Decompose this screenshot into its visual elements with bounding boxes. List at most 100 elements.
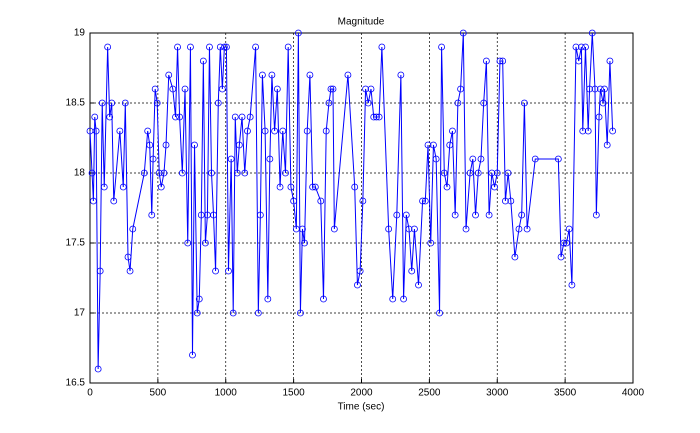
data-marker: [507, 197, 515, 205]
data-marker: [287, 183, 295, 191]
data-marker: [443, 183, 451, 191]
data-marker: [454, 99, 462, 107]
data-marker: [273, 85, 281, 93]
data-marker: [515, 225, 523, 233]
data-marker: [106, 113, 114, 121]
data-marker: [276, 183, 284, 191]
x-tick-label: 3500: [554, 388, 577, 399]
data-marker: [206, 43, 213, 51]
data-marker: [518, 211, 526, 219]
data-marker: [606, 57, 614, 65]
data-marker: [359, 197, 367, 205]
data-marker: [362, 85, 369, 93]
data-marker: [140, 169, 148, 177]
data-marker: [144, 127, 152, 135]
data-marker: [259, 71, 266, 79]
x-tick-label: 0: [87, 388, 93, 399]
x-tick-label: 500: [150, 388, 167, 399]
data-marker: [472, 211, 479, 219]
data-marker: [246, 113, 254, 121]
data-marker: [96, 267, 104, 275]
data-marker: [430, 141, 437, 149]
data-marker: [329, 85, 337, 93]
data-line: [89, 32, 614, 370]
data-marker: [480, 99, 488, 107]
data-marker: [220, 43, 228, 51]
data-marker: [261, 127, 269, 135]
data-marker: [599, 99, 607, 107]
data-marker: [462, 225, 470, 233]
data-marker: [402, 211, 410, 219]
data-marker: [603, 141, 611, 149]
data-marker: [271, 127, 279, 135]
y-tick-label: 17: [74, 308, 86, 319]
data-marker: [279, 127, 287, 135]
data-marker: [601, 85, 608, 93]
data-marker: [485, 211, 493, 219]
data-marker: [419, 197, 426, 205]
data-marker: [148, 211, 156, 219]
data-marker: [415, 281, 422, 289]
x-tick-label: 3000: [486, 388, 509, 399]
data-marker: [160, 169, 168, 177]
data-marker: [104, 43, 112, 51]
data-marker: [172, 113, 179, 121]
data-marker: [157, 183, 165, 191]
data-marker: [254, 309, 262, 317]
data-marker: [554, 155, 562, 163]
data-marker: [100, 183, 108, 191]
data-marker: [201, 239, 209, 247]
data-marker: [370, 113, 378, 121]
data-marker: [282, 169, 289, 177]
data-marker: [488, 169, 496, 177]
data-marker: [586, 85, 593, 93]
data-marker: [408, 267, 416, 275]
data-marker: [572, 43, 580, 51]
data-marker: [212, 267, 219, 275]
data-marker: [208, 169, 215, 177]
x-axis-label: Time (sec): [338, 402, 385, 413]
data-marker: [378, 43, 386, 51]
data-marker: [290, 197, 298, 205]
data-marker: [238, 113, 246, 121]
data-marker: [92, 127, 100, 135]
data-marker: [446, 141, 454, 149]
data-marker: [565, 225, 573, 233]
data-marker: [299, 225, 306, 233]
data-marker: [266, 155, 274, 163]
data-marker: [89, 197, 97, 205]
data-marker: [184, 239, 192, 247]
data-marker: [151, 85, 159, 93]
data-marker: [560, 239, 568, 247]
data-marker: [451, 211, 459, 219]
data-marker: [284, 43, 292, 51]
data-marker: [297, 309, 304, 317]
data-marker: [436, 309, 443, 317]
data-marker: [595, 113, 603, 121]
data-marker: [356, 267, 364, 275]
data-marker: [351, 183, 359, 191]
data-marker: [155, 169, 163, 177]
data-marker: [165, 71, 173, 79]
data-marker: [504, 169, 512, 177]
data-marker: [563, 239, 570, 247]
data-marker: [162, 141, 170, 149]
data-marker: [499, 57, 507, 65]
data-marker: [119, 183, 127, 191]
data-marker: [149, 155, 157, 163]
data-marker: [264, 295, 272, 303]
data-marker: [531, 155, 539, 163]
data-marker: [187, 43, 194, 51]
data-marker: [501, 197, 509, 205]
data-marker: [191, 141, 198, 149]
data-marker: [389, 295, 397, 303]
data-marker: [241, 169, 249, 177]
data-marker: [393, 211, 401, 219]
data-marker: [94, 365, 102, 373]
data-marker: [597, 85, 604, 93]
x-tick-label: 2000: [350, 388, 373, 399]
data-marker: [591, 85, 599, 93]
data-marker: [511, 253, 519, 261]
